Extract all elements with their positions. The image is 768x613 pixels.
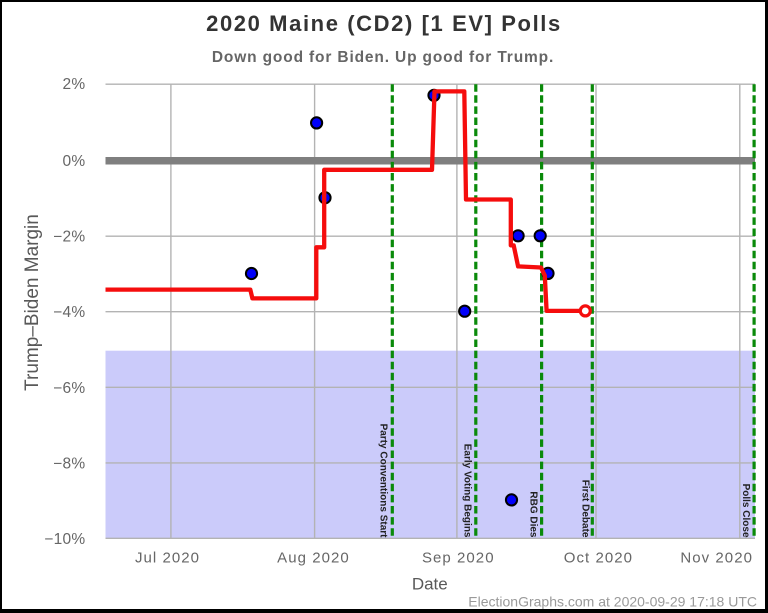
svg-text:ElectionGraphs.com at 2020-09-: ElectionGraphs.com at 2020-09-29 17:18 U… [468, 594, 757, 610]
svg-text:−6%: −6% [53, 380, 85, 397]
svg-text:−4%: −4% [53, 304, 85, 321]
svg-text:Down good for Biden. Up good f: Down good for Biden. Up good for Trump. [212, 49, 554, 66]
svg-text:Sep 2020: Sep 2020 [422, 550, 495, 567]
svg-text:0%: 0% [62, 153, 85, 170]
svg-text:−2%: −2% [53, 229, 85, 246]
svg-text:Early Voting Begins: Early Voting Begins [461, 444, 472, 538]
svg-text:First Debate: First Debate [579, 480, 590, 538]
svg-text:Party Conventions Start: Party Conventions Start [377, 424, 388, 539]
svg-text:Nov 2020: Nov 2020 [680, 550, 753, 567]
svg-text:RBG Dies: RBG Dies [528, 491, 539, 538]
svg-text:Oct 2020: Oct 2020 [564, 550, 633, 567]
svg-text:2020 Maine (CD2) [1 EV] Polls: 2020 Maine (CD2) [1 EV] Polls [206, 11, 562, 36]
svg-text:Date: Date [412, 575, 448, 594]
svg-text:−10%: −10% [44, 531, 85, 548]
svg-text:Polls Close: Polls Close [740, 484, 751, 538]
svg-text:2%: 2% [62, 76, 85, 93]
svg-text:Aug 2020: Aug 2020 [277, 550, 350, 567]
svg-text:Jul 2020: Jul 2020 [135, 550, 200, 567]
svg-text:−8%: −8% [53, 455, 85, 472]
svg-text:Trump–Biden Margin: Trump–Biden Margin [22, 214, 43, 391]
